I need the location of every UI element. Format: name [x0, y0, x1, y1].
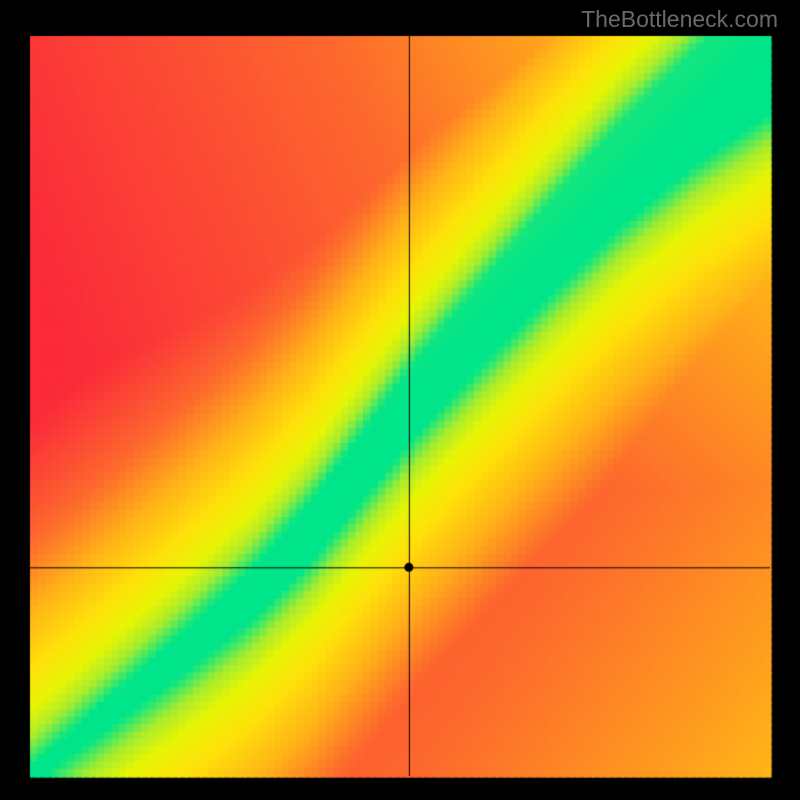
chart-container: { "canvas": { "width": 800, "height": 80…: [0, 0, 800, 800]
bottleneck-heatmap: [0, 0, 800, 800]
watermark-text: TheBottleneck.com: [581, 6, 778, 33]
